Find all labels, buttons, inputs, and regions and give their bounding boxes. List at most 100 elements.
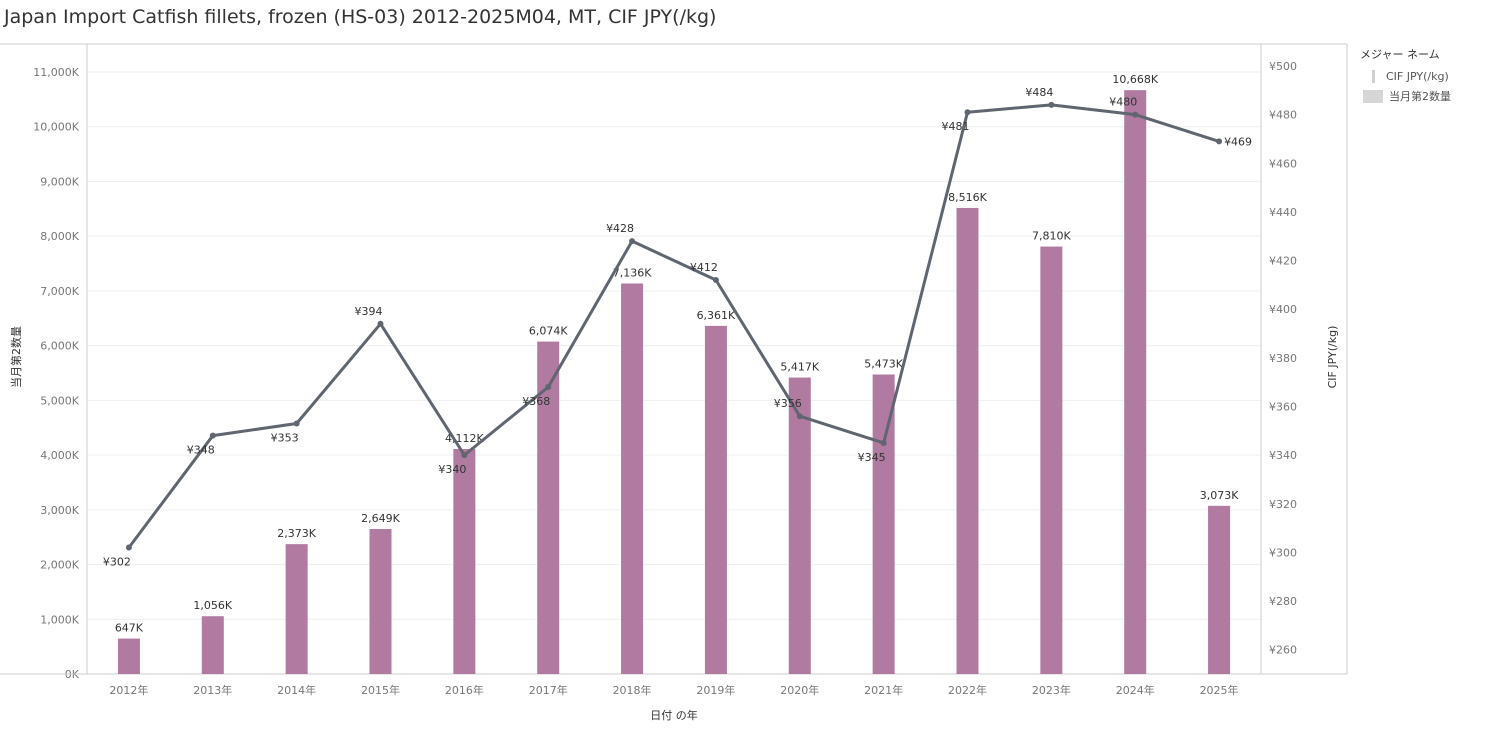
price-label: ¥428 xyxy=(606,222,634,235)
price-point xyxy=(712,277,719,284)
bar xyxy=(1124,90,1147,675)
x-tick-label: 2023年 xyxy=(1032,683,1071,697)
right-tick-label: ¥440 xyxy=(1269,206,1297,219)
price-point xyxy=(1216,138,1223,145)
legend-label-price: CIF JPY(/kg) xyxy=(1386,69,1449,83)
right-tick-label: ¥500 xyxy=(1269,60,1297,73)
bar-label: 7,136K xyxy=(613,266,652,279)
x-tick-label: 2024年 xyxy=(1116,683,1155,697)
price-point xyxy=(629,238,636,245)
bar xyxy=(621,283,644,674)
price-label: ¥348 xyxy=(187,444,215,457)
bar-label: 8,516K xyxy=(948,191,987,204)
x-tick-label: 2022年 xyxy=(948,683,987,697)
left-axis-title: 当月第2数量 xyxy=(9,326,23,388)
bar xyxy=(453,448,476,674)
right-tick-label: ¥460 xyxy=(1269,157,1297,170)
right-tick-label: ¥360 xyxy=(1269,400,1297,413)
left-tick-label: 4,000K xyxy=(40,449,79,462)
bar xyxy=(201,616,224,674)
x-axis-title: 日付 の年 xyxy=(650,708,698,722)
x-tick-label: 2015年 xyxy=(361,683,400,697)
line-swatch-icon xyxy=(1372,69,1375,83)
x-tick-label: 2018年 xyxy=(613,683,652,697)
price-label: ¥345 xyxy=(858,451,886,464)
price-label: ¥480 xyxy=(1109,96,1137,109)
bar xyxy=(285,544,308,674)
x-tick-label: 2025年 xyxy=(1200,683,1239,697)
bar-label: 3,073K xyxy=(1200,489,1239,502)
x-tick-label: 2019年 xyxy=(696,683,735,697)
price-line xyxy=(127,103,1220,549)
x-tick-label: 2020年 xyxy=(780,683,819,697)
x-tick-label: 2021年 xyxy=(864,683,903,697)
price-point xyxy=(1048,101,1055,108)
x-tick-label: 2017年 xyxy=(529,683,568,697)
left-tick-label: 8,000K xyxy=(40,230,79,243)
right-tick-label: ¥400 xyxy=(1269,303,1297,316)
left-tick-label: 5,000K xyxy=(40,394,79,407)
price-label: ¥356 xyxy=(774,397,802,410)
right-axis-title: CIF JPY(/kg) xyxy=(1326,326,1339,389)
bar-label: 2,373K xyxy=(277,527,316,540)
price-label: ¥340 xyxy=(438,463,466,476)
price-point xyxy=(293,420,300,427)
left-tick-label: 1,000K xyxy=(40,613,79,626)
bar xyxy=(956,207,979,674)
right-tick-label: ¥260 xyxy=(1269,644,1297,657)
price-label: ¥353 xyxy=(271,432,299,445)
legend-item-volume[interactable]: 当月第2数量 xyxy=(1360,86,1451,106)
bar-label: 6,074K xyxy=(529,325,568,338)
bar xyxy=(537,341,560,674)
right-tick-label: ¥480 xyxy=(1269,109,1297,122)
price-point xyxy=(209,432,216,439)
bar xyxy=(1208,505,1231,674)
bar xyxy=(117,638,140,674)
bar xyxy=(704,325,727,674)
bar-label: 7,810K xyxy=(1032,230,1071,243)
price-label: ¥484 xyxy=(1025,86,1053,99)
left-tick-label: 9,000K xyxy=(40,175,79,188)
price-label: ¥394 xyxy=(355,305,383,318)
bar-label: 1,056K xyxy=(193,599,232,612)
price-point xyxy=(545,384,552,391)
bar xyxy=(1040,246,1063,674)
x-tick-label: 2013年 xyxy=(193,683,232,697)
price-label: ¥302 xyxy=(103,556,131,569)
right-tick-label: ¥320 xyxy=(1269,498,1297,511)
legend-title: メジャー ネーム xyxy=(1360,48,1440,61)
price-point xyxy=(880,439,887,446)
chart-title: Japan Import Catfish fillets, frozen (HS… xyxy=(4,6,717,28)
right-tick-label: ¥420 xyxy=(1269,255,1297,268)
legend-label-volume: 当月第2数量 xyxy=(1389,90,1451,103)
bar-swatch-icon xyxy=(1363,89,1383,103)
price-point xyxy=(964,109,971,116)
bar-label: 2,649K xyxy=(361,512,400,525)
x-tick-label: 2014年 xyxy=(277,683,316,697)
bar-label: 5,417K xyxy=(780,361,819,374)
bar-label: 10,668K xyxy=(1112,73,1158,86)
left-tick-label: 11,000K xyxy=(33,66,79,79)
price-label: ¥412 xyxy=(690,261,718,274)
price-point xyxy=(125,544,132,551)
price-label: ¥481 xyxy=(942,120,970,133)
price-point xyxy=(796,413,803,420)
price-label: ¥469 xyxy=(1224,135,1252,148)
legend-item-price[interactable]: CIF JPY(/kg) xyxy=(1360,66,1451,86)
right-tick-label: ¥300 xyxy=(1269,546,1297,559)
x-tick-label: 2012年 xyxy=(109,683,148,697)
price-point xyxy=(461,452,468,459)
left-tick-label: 3,000K xyxy=(40,504,79,517)
left-tick-label: 6,000K xyxy=(40,340,79,353)
bar-label: 6,361K xyxy=(697,309,736,322)
right-tick-label: ¥340 xyxy=(1269,449,1297,462)
x-tick-label: 2016年 xyxy=(445,683,484,697)
bar xyxy=(369,529,392,674)
price-point xyxy=(377,320,384,327)
left-tick-label: 2,000K xyxy=(40,559,79,572)
bar-label: 647K xyxy=(115,622,144,635)
right-tick-label: ¥380 xyxy=(1269,352,1297,365)
bar-label: 5,473K xyxy=(864,357,903,370)
right-tick-label: ¥280 xyxy=(1269,595,1297,608)
